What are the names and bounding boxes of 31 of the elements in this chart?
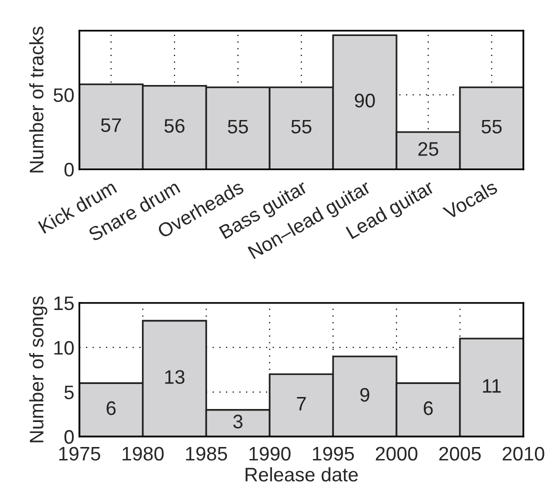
data-label: 57 (101, 118, 121, 132)
x-tick-label: 1995 (312, 446, 354, 461)
y-axis-title: Number of tracks (29, 26, 44, 172)
data-label: 55 (291, 120, 312, 134)
data-label: 13 (165, 370, 184, 384)
data-label: 25 (418, 142, 438, 156)
x-tick-label: 2010 (502, 446, 544, 461)
data-label: 55 (482, 120, 502, 134)
x-tick-label: 1980 (122, 446, 164, 461)
data-label: 90 (354, 94, 375, 108)
y-tick-label: 10 (54, 340, 74, 355)
x-tick-label: 1975 (59, 446, 100, 461)
x-tick-label: 2005 (439, 446, 481, 461)
x-tick-label: 1985 (186, 446, 228, 461)
data-label: 6 (106, 401, 116, 416)
y-tick-label: 0 (64, 430, 74, 444)
x-tick-label: 2000 (376, 446, 418, 461)
x-axis-title: Release date (246, 467, 358, 482)
y-tick-label: 5 (64, 386, 74, 400)
data-label: 11 (483, 379, 501, 393)
y-axis-title: Number of songs (29, 296, 48, 442)
data-label: 6 (424, 401, 433, 416)
data-label: 56 (164, 119, 184, 133)
data-label: 7 (296, 397, 306, 410)
data-label: 55 (228, 120, 248, 134)
x-tick-label: 1990 (250, 446, 291, 461)
y-tick-label: 50 (54, 88, 74, 102)
y-tick-label: 0 (64, 162, 74, 177)
data-label: 9 (360, 388, 370, 402)
y-tick-label: 15 (54, 296, 74, 310)
data-label: 3 (233, 414, 242, 428)
